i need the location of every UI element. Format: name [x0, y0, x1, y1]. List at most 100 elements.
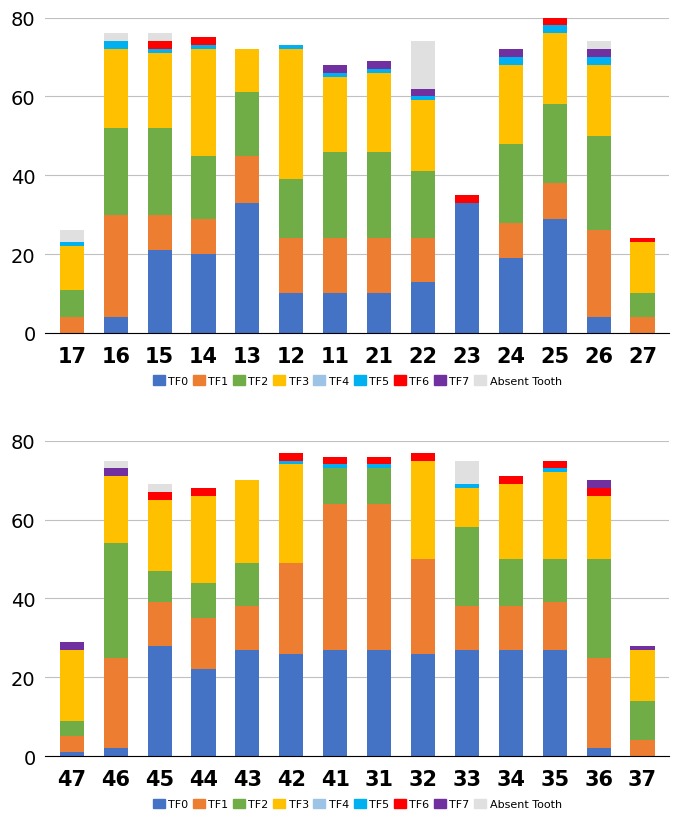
Bar — [103, 318, 128, 333]
Bar — [148, 571, 171, 603]
Bar — [587, 318, 611, 333]
Bar — [630, 646, 655, 649]
Bar — [235, 204, 260, 333]
Bar — [630, 649, 655, 701]
Bar — [630, 294, 655, 318]
Bar — [323, 457, 347, 465]
Bar — [323, 239, 347, 294]
Bar — [103, 544, 128, 658]
Bar — [367, 62, 391, 70]
Bar — [367, 505, 391, 649]
Bar — [455, 488, 479, 528]
Bar — [192, 156, 216, 219]
Bar — [587, 481, 611, 488]
Bar — [411, 43, 435, 89]
Bar — [323, 468, 347, 505]
Bar — [498, 259, 523, 333]
Bar — [587, 488, 611, 496]
Bar — [411, 97, 435, 102]
Bar — [587, 559, 611, 658]
Bar — [587, 66, 611, 137]
Bar — [192, 255, 216, 333]
Bar — [498, 559, 523, 607]
Bar — [411, 89, 435, 97]
Bar — [543, 603, 567, 649]
Bar — [543, 559, 567, 603]
Bar — [103, 468, 128, 477]
Bar — [455, 649, 479, 756]
Bar — [455, 461, 479, 485]
Bar — [148, 492, 171, 500]
Bar — [60, 649, 84, 721]
Bar — [455, 485, 479, 488]
Bar — [279, 465, 303, 563]
Bar — [192, 670, 216, 756]
Bar — [587, 43, 611, 50]
Bar — [60, 642, 84, 649]
Legend: TF0, TF1, TF2, TF3, TF4, TF5, TF6, TF7, Absent Tooth: TF0, TF1, TF2, TF3, TF4, TF5, TF6, TF7, … — [148, 794, 566, 813]
Bar — [235, 156, 260, 204]
Bar — [60, 231, 84, 243]
Bar — [323, 78, 347, 152]
Bar — [279, 50, 303, 180]
Bar — [103, 658, 128, 749]
Bar — [235, 607, 260, 649]
Bar — [543, 219, 567, 333]
Bar — [455, 204, 479, 333]
Bar — [103, 34, 128, 43]
Bar — [498, 607, 523, 649]
Bar — [103, 50, 128, 129]
Bar — [587, 58, 611, 66]
Bar — [543, 468, 567, 473]
Bar — [279, 239, 303, 294]
Bar — [60, 736, 84, 752]
Bar — [323, 465, 347, 468]
Bar — [279, 294, 303, 333]
Bar — [279, 654, 303, 756]
Bar — [148, 485, 171, 492]
Bar — [323, 152, 347, 239]
Bar — [60, 247, 84, 290]
Bar — [367, 74, 391, 152]
Bar — [498, 477, 523, 485]
Bar — [367, 152, 391, 239]
Bar — [60, 721, 84, 736]
Bar — [148, 500, 171, 571]
Bar — [587, 749, 611, 756]
Bar — [455, 607, 479, 649]
Bar — [279, 461, 303, 465]
Bar — [543, 34, 567, 105]
Bar — [367, 239, 391, 294]
Bar — [235, 563, 260, 607]
Bar — [148, 129, 171, 215]
Bar — [367, 468, 391, 505]
Bar — [498, 649, 523, 756]
Bar — [498, 58, 523, 66]
Bar — [323, 74, 347, 78]
Bar — [103, 43, 128, 50]
Bar — [411, 172, 435, 239]
Bar — [543, 26, 567, 34]
Bar — [367, 294, 391, 333]
Bar — [192, 50, 216, 156]
Bar — [587, 496, 611, 559]
Bar — [60, 243, 84, 247]
Bar — [235, 649, 260, 756]
Bar — [367, 465, 391, 468]
Bar — [498, 50, 523, 58]
Bar — [192, 219, 216, 255]
Bar — [60, 290, 84, 318]
Legend: TF0, TF1, TF2, TF3, TF4, TF5, TF6, TF7, Absent Tooth: TF0, TF1, TF2, TF3, TF4, TF5, TF6, TF7, … — [148, 372, 566, 391]
Bar — [367, 649, 391, 756]
Bar — [192, 496, 216, 583]
Bar — [60, 318, 84, 333]
Bar — [543, 19, 567, 26]
Bar — [192, 488, 216, 496]
Bar — [192, 46, 216, 50]
Bar — [411, 461, 435, 559]
Bar — [411, 283, 435, 333]
Bar — [235, 50, 260, 93]
Bar — [498, 485, 523, 559]
Bar — [630, 318, 655, 333]
Bar — [411, 654, 435, 756]
